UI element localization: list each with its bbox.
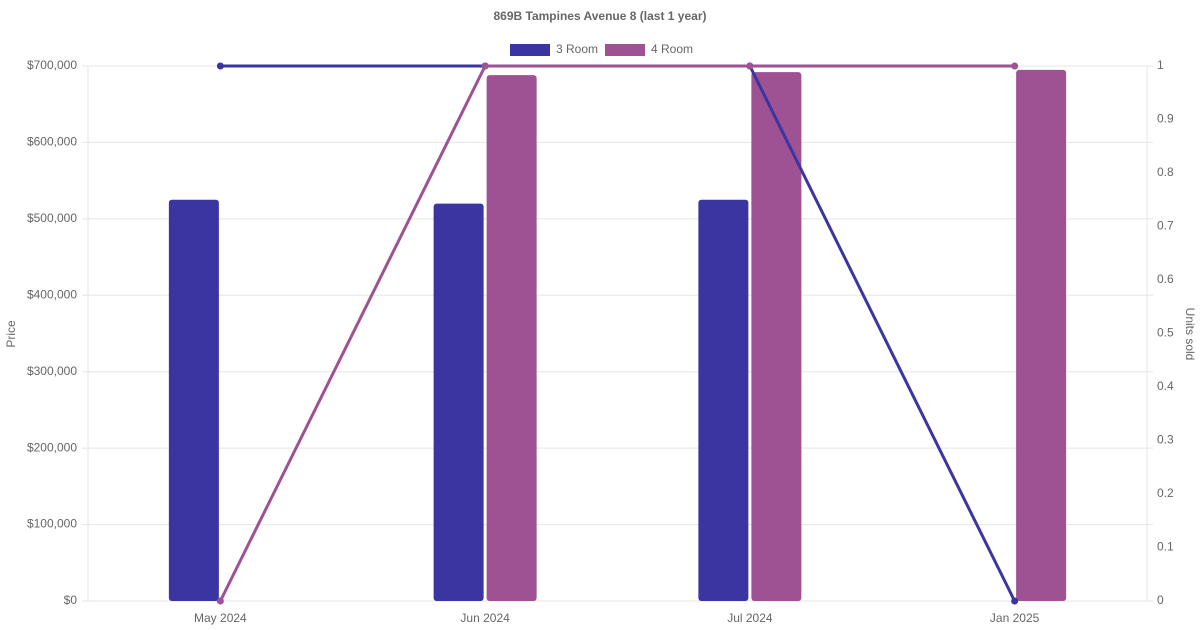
- units-line: [220, 64, 1016, 602]
- bar: [1016, 69, 1067, 602]
- legend-swatch: [510, 44, 550, 56]
- chart-title: 869B Tampines Avenue 8 (last 1 year): [494, 9, 707, 23]
- bar: [433, 203, 484, 602]
- y2-tick-label: 0.6: [1157, 272, 1174, 286]
- units-point: [1011, 597, 1019, 605]
- y2-tick-label: 0.1: [1157, 540, 1174, 554]
- units-point: [216, 62, 224, 70]
- y-tick-label: $200,000: [27, 440, 77, 454]
- y2-tick-label: 0.3: [1157, 433, 1174, 447]
- units-line: [219, 64, 1015, 602]
- units-point: [481, 62, 489, 70]
- units-point: [1011, 62, 1019, 70]
- y2-tick-label: 1: [1157, 58, 1164, 72]
- y-tick-label: $300,000: [27, 364, 77, 378]
- y2-tick-label: 0.5: [1157, 326, 1174, 340]
- legend-label: 3 Room: [556, 42, 598, 56]
- units-point: [746, 62, 754, 70]
- y-tick-label: $700,000: [27, 58, 77, 72]
- y2-axis-title: Units sold: [1183, 308, 1197, 361]
- bar: [168, 199, 219, 601]
- y-tick-label: $100,000: [27, 517, 77, 531]
- x-tick-label: Jan 2025: [990, 611, 1040, 625]
- y2-tick-label: 0.8: [1157, 165, 1174, 179]
- bar: [751, 72, 802, 602]
- y2-tick-label: 0.2: [1157, 486, 1174, 500]
- bar: [486, 75, 537, 601]
- y-tick-label: $400,000: [27, 287, 77, 301]
- legend-label: 4 Room: [651, 42, 693, 56]
- x-tick-label: May 2024: [194, 611, 247, 625]
- y-tick-label: $600,000: [27, 135, 77, 149]
- legend-swatch: [605, 44, 645, 56]
- bar: [698, 199, 749, 601]
- y-axis-title: Price: [4, 320, 18, 348]
- x-tick-label: Jul 2024: [727, 611, 773, 625]
- y-tick-label: $0: [64, 593, 78, 607]
- y-tick-label: $500,000: [27, 211, 77, 225]
- units-point: [216, 597, 224, 605]
- y2-tick-label: 0.4: [1157, 379, 1174, 393]
- y2-tick-label: 0: [1157, 593, 1164, 607]
- y2-tick-label: 0.7: [1157, 219, 1174, 233]
- y2-tick-label: 0.9: [1157, 112, 1174, 126]
- x-tick-label: Jun 2024: [460, 611, 510, 625]
